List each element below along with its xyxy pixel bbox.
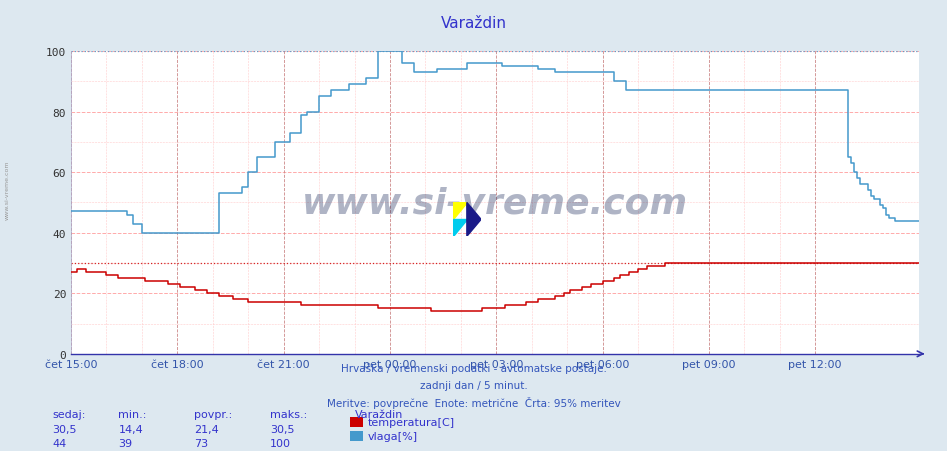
Text: 44: 44 [52, 438, 66, 448]
Polygon shape [453, 220, 467, 237]
Text: Varaždin: Varaždin [355, 410, 403, 419]
Text: Hrvaška / vremenski podatki - avtomatske postaje.: Hrvaška / vremenski podatki - avtomatske… [341, 363, 606, 373]
Polygon shape [467, 203, 481, 237]
Text: sedaj:: sedaj: [52, 410, 85, 419]
Text: Meritve: povprečne  Enote: metrične  Črta: 95% meritev: Meritve: povprečne Enote: metrične Črta:… [327, 396, 620, 408]
Text: www.si-vreme.com: www.si-vreme.com [302, 186, 688, 220]
Text: maks.:: maks.: [270, 410, 307, 419]
Text: 14,4: 14,4 [118, 424, 143, 434]
Text: 30,5: 30,5 [52, 424, 77, 434]
Text: 21,4: 21,4 [194, 424, 219, 434]
Text: povpr.:: povpr.: [194, 410, 232, 419]
Text: zadnji dan / 5 minut.: zadnji dan / 5 minut. [420, 380, 527, 390]
Polygon shape [453, 203, 467, 220]
Text: 30,5: 30,5 [270, 424, 295, 434]
Text: min.:: min.: [118, 410, 147, 419]
Text: 100: 100 [270, 438, 291, 448]
Text: 73: 73 [194, 438, 208, 448]
Text: vlaga[%]: vlaga[%] [367, 431, 418, 441]
Text: www.si-vreme.com: www.si-vreme.com [5, 160, 10, 219]
Text: Varaždin: Varaždin [440, 16, 507, 31]
Text: temperatura[C]: temperatura[C] [367, 417, 455, 427]
Text: 39: 39 [118, 438, 133, 448]
